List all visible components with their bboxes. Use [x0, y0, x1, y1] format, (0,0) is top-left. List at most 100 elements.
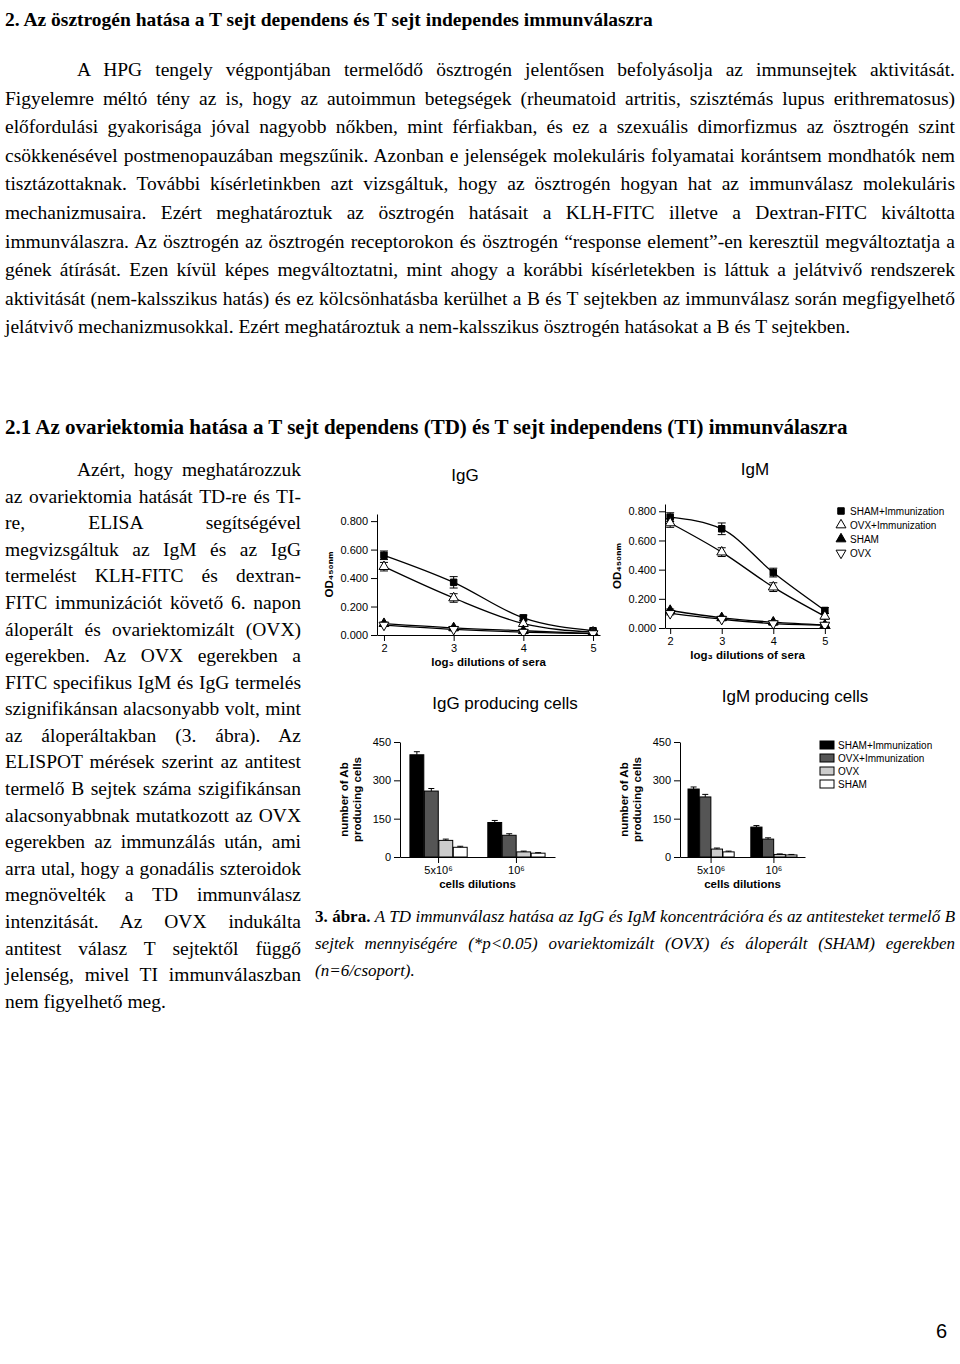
marker [770, 569, 776, 575]
tick-label: 5x10⁶ [424, 864, 452, 876]
error-cap [753, 825, 759, 826]
tick: 300 [373, 774, 400, 786]
tick-label: 0.400 [340, 572, 368, 584]
series-line [384, 567, 593, 632]
y-axis-title-line: producing cells [631, 757, 643, 842]
tick-mark [659, 540, 665, 541]
x-axis-title: log₃ dilutions of sera [690, 649, 805, 661]
legend-swatch [820, 741, 834, 749]
chart-title: IgG [451, 466, 478, 485]
bar [786, 855, 797, 857]
tick: 0.200 [628, 593, 665, 605]
marker [768, 621, 778, 628]
error-cap [380, 570, 388, 571]
tick: 0.000 [628, 622, 665, 634]
figure: 2 3 4 5 0.000 0.200 0.400 0.600 0.800 IgG log₃ dil… [315, 459, 955, 984]
error-bar [457, 846, 463, 847]
tick: 0.800 [628, 505, 665, 517]
error-cap [443, 839, 449, 840]
tick-label: 0.800 [340, 515, 368, 527]
bar [774, 854, 785, 857]
error-bar [506, 834, 512, 836]
tick-label: 2 [381, 642, 387, 654]
tick: 450 [373, 736, 400, 748]
marker [450, 579, 456, 585]
plot-area [665, 513, 830, 628]
error-bar [769, 568, 777, 577]
heading: 2. Az ösztrogén hatása a T sejt dependen… [5, 6, 955, 34]
legend-label: SHAM [850, 533, 879, 544]
error-cap [428, 788, 434, 789]
tick: 5x10⁶ [424, 857, 452, 876]
tick: 150 [653, 813, 680, 825]
axis-line [680, 742, 681, 857]
error-cap [450, 602, 458, 603]
page-number: 6 [936, 1320, 947, 1343]
bar [488, 822, 502, 857]
tick-label: 10⁶ [508, 864, 525, 876]
plot-area [688, 787, 797, 857]
marker [665, 517, 675, 526]
tick: 2 [381, 635, 387, 654]
tick-label: 2 [668, 635, 674, 647]
tick-mark [371, 521, 377, 522]
bar [453, 847, 467, 857]
marker [717, 546, 727, 555]
chart: 23450.0000.2000.4000.6000.800IgGlog₃ dil… [323, 466, 601, 668]
tick-label: 10⁶ [766, 864, 783, 876]
series-line [384, 555, 593, 630]
tick-mark [773, 628, 774, 634]
tick: 3 [451, 635, 457, 654]
error-cap [380, 559, 388, 560]
tick-label: 0.400 [628, 564, 656, 576]
tick: 0.600 [628, 534, 665, 546]
marker [379, 561, 389, 570]
error-cap [535, 852, 541, 853]
y-axis-title: OD₄₅₀ₙₘ [611, 543, 623, 589]
caption-label: 3. ábra. [315, 907, 370, 926]
tick-label: 0 [665, 851, 671, 863]
error-cap [666, 512, 674, 513]
tick-mark [394, 857, 400, 858]
error-cap [702, 794, 708, 795]
tick-mark [371, 550, 377, 551]
series-line [670, 610, 825, 625]
legend-label: OVX+Immunization [850, 519, 936, 530]
tick-label: 5 [590, 642, 596, 654]
x-axis: 2 3 4 5 [378, 635, 601, 654]
tick-mark [659, 570, 665, 571]
marker [718, 525, 724, 531]
error-bar [714, 848, 720, 849]
tick-label: 0.200 [628, 593, 656, 605]
chart-title: IgG producing cells [432, 694, 578, 713]
error-bar [777, 853, 783, 855]
bar [711, 849, 722, 857]
caption-text: A TD immunválasz hatása az IgG és IgM ko… [315, 907, 955, 980]
x-axis-title: cells dilutions [704, 878, 781, 890]
tick-mark [825, 628, 826, 634]
error-bar [428, 788, 434, 791]
axis-line [400, 742, 401, 857]
tick-mark [371, 635, 377, 636]
error-cap [691, 786, 697, 787]
tick-label: 0 [385, 851, 391, 863]
y-axis-title: OD₄₅₀ₙₘ [323, 551, 335, 597]
y-axis-title-line: producing cells [351, 757, 363, 842]
y-axis: 0150300450 [373, 736, 401, 863]
chart: 23450.0000.2000.4000.6000.800IgMlog₃ dil… [611, 460, 944, 661]
tick: 0 [665, 851, 680, 863]
tick-label: 0.800 [628, 505, 656, 517]
tick-label: 4 [521, 642, 527, 654]
error-bar [765, 838, 771, 839]
axis-line [378, 635, 601, 636]
chart-title: IgM producing cells [722, 687, 868, 706]
error-cap [414, 751, 420, 752]
y-axis: 0.000 0.200 0.400 0.600 0.800 [628, 504, 665, 634]
axis-line [666, 628, 831, 629]
error-cap [777, 853, 783, 854]
x-axis: 5x10⁶10⁶ [681, 857, 806, 876]
tick-mark [674, 819, 680, 820]
chart-title: IgM [741, 460, 769, 479]
paragraph: A HPG tengely végpontjában termelődő ösz… [5, 56, 955, 342]
error-cap [450, 576, 458, 577]
